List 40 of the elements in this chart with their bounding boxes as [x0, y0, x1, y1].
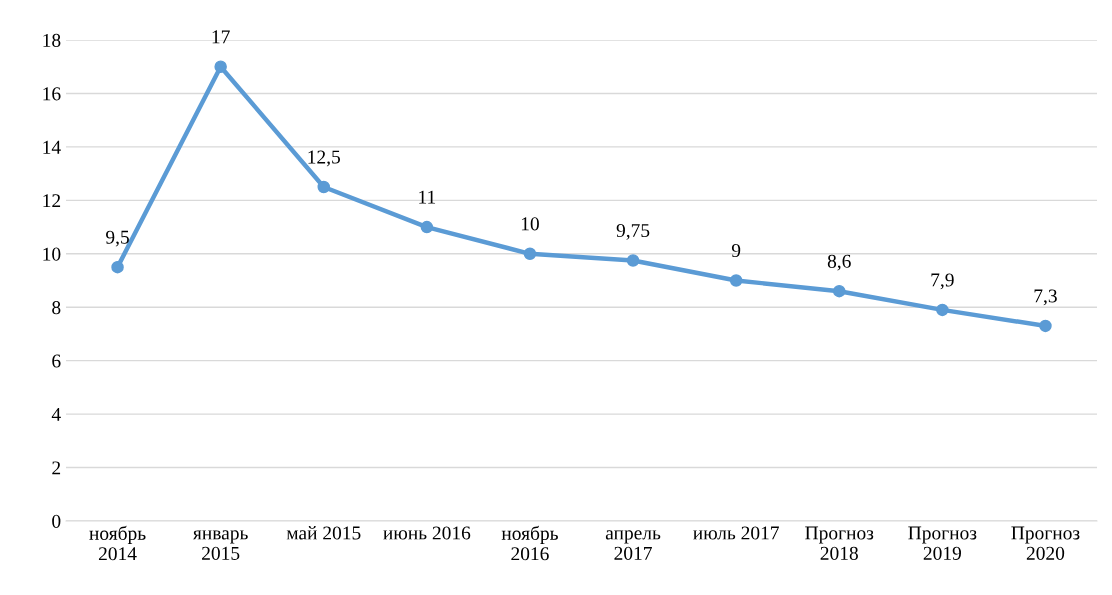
x-tick-label: май 2015 [286, 526, 361, 540]
data-label: 9 [731, 244, 741, 258]
point [111, 260, 124, 274]
y-tick-label: 4 [51, 408, 61, 421]
x-tick-label: июль 2017 [693, 526, 779, 540]
point [1039, 319, 1052, 333]
point [729, 274, 743, 287]
y-tick-label: 0 [52, 514, 61, 528]
data-label: 8,6 [827, 254, 851, 271]
data-label: 9,5 [106, 230, 129, 247]
x-tick-label: июнь 2016 [383, 526, 471, 540]
x-tick-label: ноябрь 2014 [89, 525, 146, 561]
data-label: 7,3 [1034, 289, 1057, 306]
y-tick-label: 6 [52, 354, 61, 368]
point [832, 284, 846, 298]
point [420, 220, 434, 234]
point [523, 247, 537, 261]
x-tick-label: апрель 2017 [605, 530, 661, 560]
data-label: 11 [419, 190, 436, 204]
y-tick-label: 2 [52, 461, 61, 475]
data-label: 7,9 [931, 273, 954, 290]
point [317, 180, 331, 194]
data-label: 12,5 [308, 150, 340, 167]
data-label: 9,75 [616, 224, 650, 240]
x-tick-label: Прогноз 2020 [1011, 526, 1080, 560]
data-label: 17 [212, 30, 230, 44]
y-tick-label: 18 [43, 33, 61, 47]
point [214, 60, 227, 73]
y-tick-label: 16 [43, 87, 61, 101]
x-tick-label: январь 2015 [192, 530, 248, 560]
point [626, 254, 640, 267]
y-tick-label: 10 [43, 247, 61, 261]
x-tick-label: ноябрь 2016 [501, 525, 558, 561]
point [936, 303, 949, 317]
y-tick-label: 12 [43, 194, 61, 208]
y-tick-label: 8 [52, 301, 61, 315]
x-tick-label: Прогноз 2018 [805, 526, 874, 560]
x-tick-label: Прогноз 2019 [908, 526, 977, 560]
data-label: 10 [521, 217, 539, 231]
y-tick-label: 14 [43, 140, 61, 154]
